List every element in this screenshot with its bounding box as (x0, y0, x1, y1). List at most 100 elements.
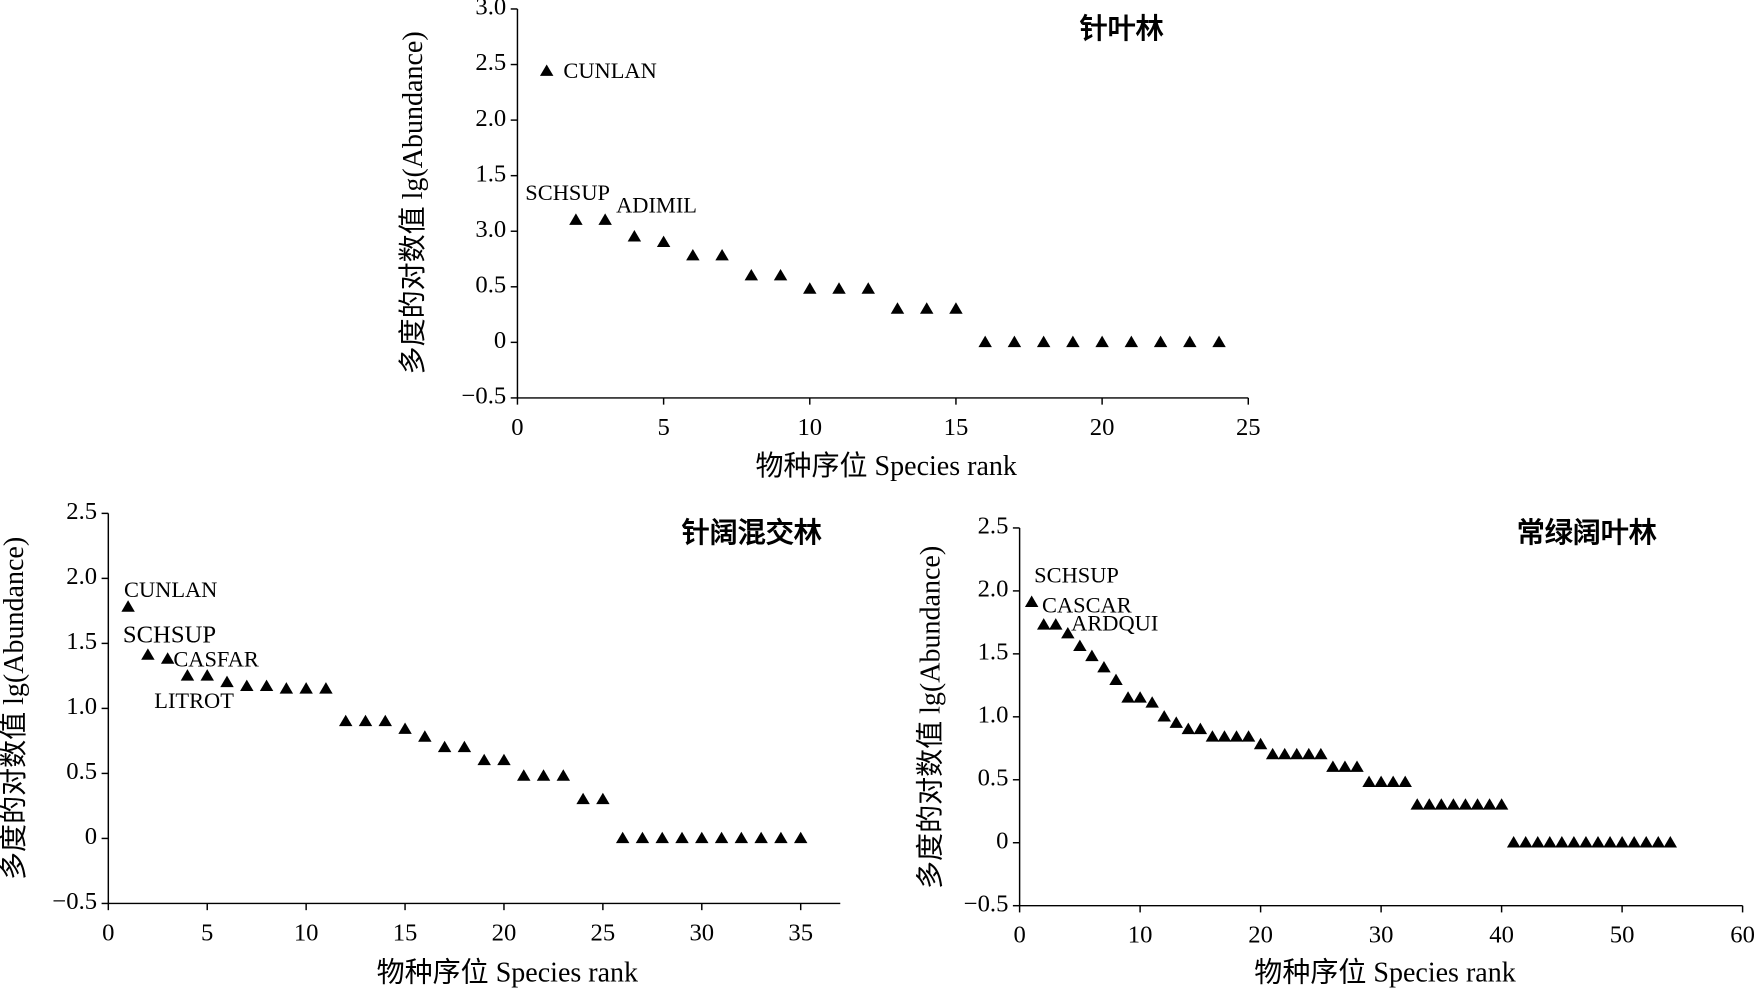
y-tick-label: −0.5 (52, 888, 97, 915)
point (1639, 836, 1653, 848)
y-tick-label: 3.0 (475, 0, 506, 21)
point (200, 669, 214, 681)
point (949, 302, 963, 314)
x-tick-label: 0 (1013, 922, 1025, 949)
x-tick-label: 35 (788, 919, 813, 946)
point (259, 679, 274, 692)
point (1133, 691, 1147, 703)
point (1253, 737, 1268, 750)
x-tick-label: 15 (393, 919, 418, 946)
y-axis-label: 多度的对数值 lg(Abundance) (0, 537, 30, 880)
x-axis-label: 物种序位 Species rank (756, 450, 1018, 482)
point (1494, 798, 1509, 810)
x-axis-label: 物种序位 Species rank (377, 957, 639, 989)
point (1277, 747, 1292, 760)
point (1183, 335, 1197, 348)
point (1434, 798, 1449, 810)
point (596, 792, 610, 805)
y-tick-label: 2.0 (66, 563, 97, 590)
annotation: CASCAR (1042, 593, 1132, 618)
point (1446, 798, 1461, 810)
point (1145, 696, 1159, 708)
point (715, 248, 729, 261)
x-tick-label: 0 (102, 919, 114, 946)
point (160, 652, 175, 664)
x-tick-label: 25 (1236, 414, 1261, 441)
point (774, 831, 788, 844)
point (1470, 798, 1485, 810)
y-tick-label: 0.5 (475, 271, 506, 298)
point (803, 282, 817, 294)
point (556, 769, 571, 781)
point (1663, 836, 1678, 848)
point (1290, 747, 1304, 760)
y-tick-label: 0.5 (978, 764, 1009, 791)
annotation: CUNLAN (563, 58, 656, 83)
point (1229, 730, 1244, 742)
y-tick-label: 2.5 (475, 49, 506, 76)
y-tick-label: 0 (996, 827, 1008, 854)
point (358, 714, 373, 727)
point (1265, 747, 1280, 760)
point (861, 282, 875, 294)
point (338, 714, 353, 727)
x-tick-label: 25 (591, 919, 616, 946)
point (1036, 618, 1051, 630)
point (686, 248, 700, 261)
x-tick-label: 10 (1128, 922, 1153, 949)
y-tick-label: 0.5 (66, 758, 97, 785)
annotation: SCHSUP (525, 180, 610, 205)
point (655, 831, 669, 844)
point (656, 235, 671, 248)
point (754, 831, 768, 844)
y-tick-label: 1.5 (978, 639, 1009, 666)
point (1302, 747, 1316, 760)
x-tick-label: 5 (201, 919, 213, 946)
point (1193, 722, 1208, 735)
point (1398, 775, 1412, 788)
x-tick-label: 40 (1489, 922, 1514, 949)
x-tick-label: 15 (944, 414, 969, 441)
point (477, 753, 491, 766)
y-tick-label: 3.0 (475, 216, 506, 243)
point (1386, 775, 1400, 788)
point (497, 753, 511, 766)
point (1205, 730, 1220, 742)
point (1350, 760, 1364, 772)
point (1458, 798, 1473, 810)
annotation: LITROT (154, 688, 234, 713)
point (1124, 335, 1139, 348)
point (220, 675, 234, 688)
point (1543, 836, 1557, 848)
y-tick-label: 1.5 (475, 160, 506, 187)
point (615, 831, 630, 844)
point (279, 682, 294, 694)
point (1374, 775, 1388, 788)
y-tick-label: −0.5 (462, 383, 507, 410)
point (1422, 798, 1437, 810)
point (734, 831, 749, 844)
annotation: ARDQUI (1071, 611, 1158, 636)
x-tick-label: 30 (689, 919, 714, 946)
point (1109, 673, 1123, 686)
y-tick-label: 1.0 (66, 693, 97, 720)
point (1049, 618, 1063, 630)
y-tick-label: 2.0 (978, 576, 1009, 603)
point (1061, 626, 1075, 639)
point (180, 669, 195, 681)
point (121, 600, 135, 612)
point (1518, 836, 1533, 848)
point (240, 679, 254, 692)
y-tick-label: 1.0 (978, 701, 1009, 728)
point (773, 268, 788, 281)
point (919, 302, 934, 314)
point (1338, 760, 1352, 772)
x-tick-label: 30 (1369, 922, 1394, 949)
y-axis-label: 多度的对数值 lg(Abundance) (397, 31, 429, 374)
point (1362, 775, 1376, 788)
point (1073, 639, 1087, 652)
x-tick-label: 20 (1248, 922, 1273, 949)
point (1241, 730, 1256, 742)
point (1579, 836, 1593, 848)
